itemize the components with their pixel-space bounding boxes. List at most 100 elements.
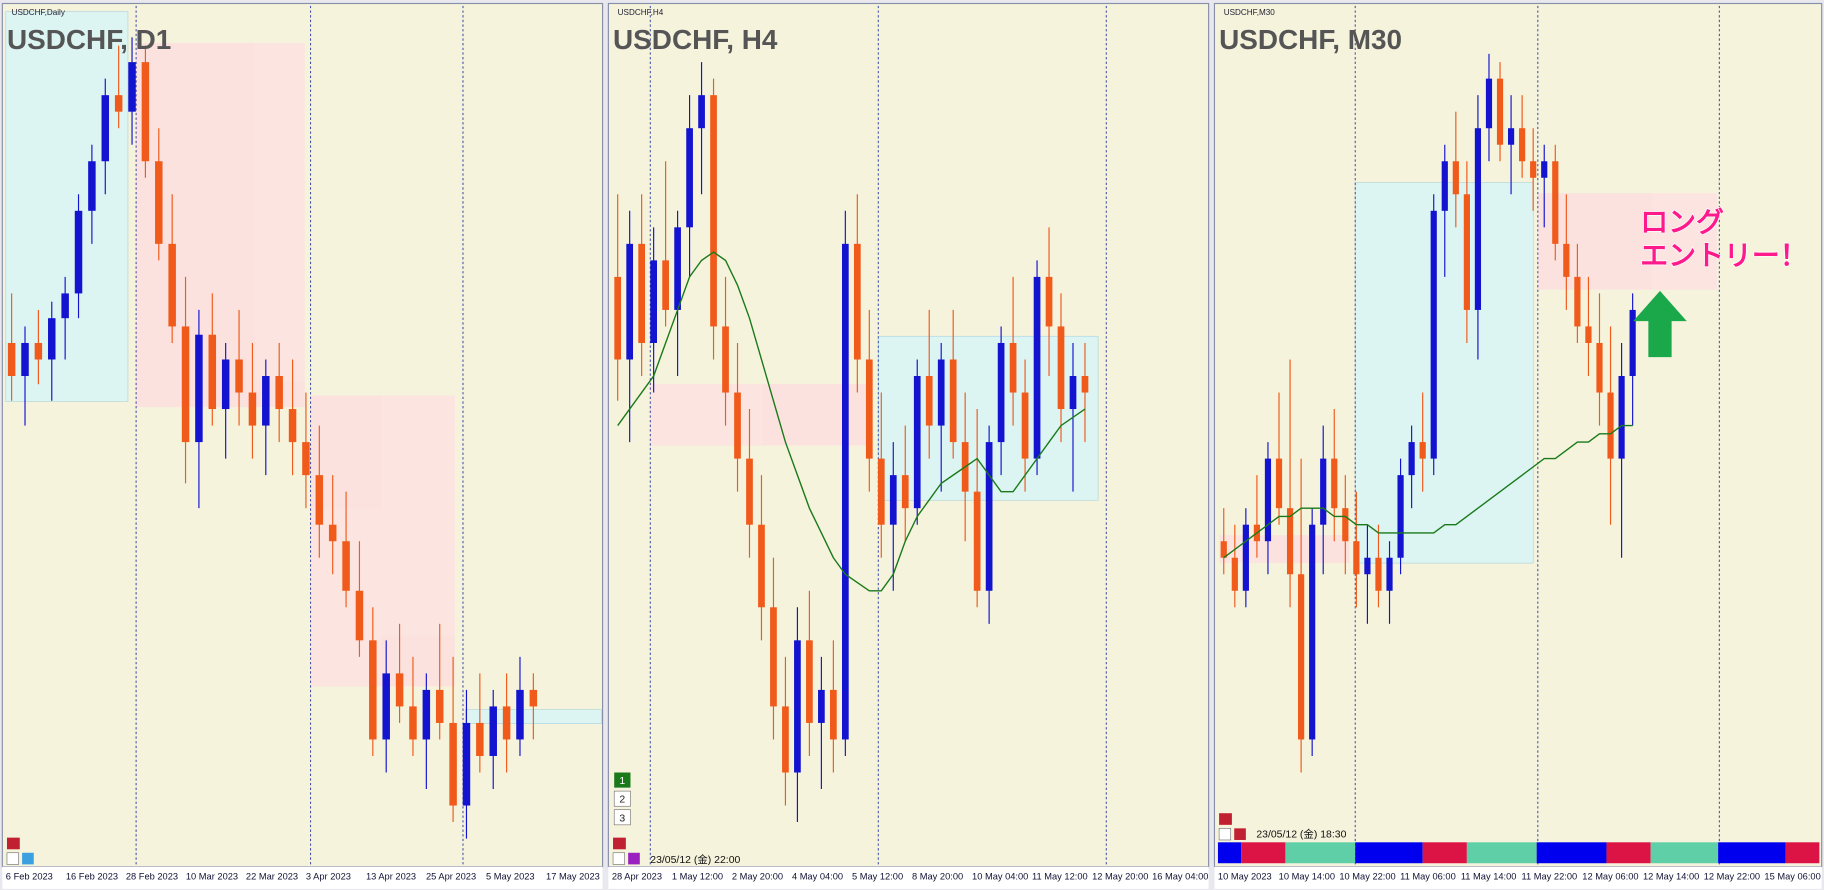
- candle-body: [662, 260, 669, 310]
- strength-strip: [1217, 842, 1820, 864]
- chart-title: USDCHF, H4: [613, 24, 778, 55]
- date-label: 15 May 06:00: [1764, 872, 1820, 882]
- close-button[interactable]: [612, 852, 625, 865]
- candle-body: [818, 689, 825, 723]
- date-label: 12 May 06:00: [1582, 872, 1638, 882]
- date-axis: [2, 866, 603, 889]
- candle-body: [1585, 326, 1592, 343]
- chart-title: USDCHF, M30: [1219, 24, 1402, 55]
- candle-body: [1596, 342, 1603, 393]
- candle-body: [1057, 326, 1065, 410]
- date-label: 10 May 22:00: [1339, 872, 1395, 882]
- candle-body: [155, 161, 163, 244]
- candle-body: [913, 376, 921, 509]
- chart-title: USDCHF, D1: [7, 24, 171, 55]
- candle-body: [1069, 376, 1077, 410]
- candle-body: [48, 318, 56, 360]
- minimize-button[interactable]: [1219, 813, 1232, 825]
- candle-body: [985, 442, 993, 591]
- candle-body: [1496, 78, 1504, 145]
- date-label: 11 May 14:00: [1461, 872, 1517, 882]
- window-title: USDCHF,Daily: [12, 8, 66, 17]
- candle-body: [1629, 309, 1636, 377]
- candle-body: [686, 128, 693, 228]
- button[interactable]: [613, 790, 631, 807]
- candle-body: [248, 392, 257, 426]
- candle-body: [1286, 508, 1294, 575]
- candle-body: [1045, 276, 1053, 327]
- candle-body: [168, 243, 176, 327]
- candle-body: [34, 342, 43, 360]
- candle-body: [61, 293, 69, 319]
- candle-body: [369, 640, 377, 740]
- date-label: 11 May 06:00: [1400, 872, 1456, 882]
- candle-body: [734, 392, 741, 459]
- candle-body: [1441, 161, 1448, 211]
- candle-body: [1021, 392, 1029, 459]
- candle-body: [489, 706, 497, 756]
- button[interactable]: [613, 809, 631, 826]
- date-label: 1 May 12:00: [672, 872, 723, 882]
- candle-body: [830, 689, 837, 740]
- date-label: 28 Apr 2023: [612, 872, 662, 882]
- candle-body: [1298, 574, 1305, 740]
- date-label: 11 May 12:00: [1032, 872, 1088, 882]
- strip-cell: [1606, 842, 1651, 864]
- date-label: 11 May 22:00: [1522, 872, 1578, 882]
- date-label: 10 May 04:00: [972, 872, 1028, 882]
- candle-body: [529, 689, 538, 707]
- button[interactable]: [614, 772, 631, 788]
- candle-body: [1242, 524, 1249, 591]
- candle-body: [1309, 524, 1316, 740]
- candle-body: [1009, 342, 1017, 393]
- candle-body: [221, 359, 230, 410]
- minimize-button[interactable]: [6, 837, 20, 850]
- strip-cell: [1422, 842, 1467, 864]
- candle-body: [128, 62, 136, 112]
- minimize-button[interactable]: [613, 837, 626, 850]
- candle-body: [1320, 458, 1327, 525]
- annotation: ロング: [1640, 207, 1724, 238]
- candle-body: [1397, 475, 1404, 558]
- tool-button[interactable]: [1234, 828, 1246, 840]
- candle-body: [141, 62, 150, 162]
- candle-body: [1342, 508, 1349, 542]
- candle-body: [395, 673, 404, 707]
- candle-body: [1541, 161, 1548, 178]
- candle-body: [1386, 557, 1393, 591]
- candle-body: [1607, 392, 1614, 459]
- tool-button[interactable]: [22, 852, 34, 865]
- window-title: USDCHF,M30: [1224, 8, 1275, 17]
- entry-arrow: [1633, 290, 1687, 358]
- candle-body: [1220, 541, 1227, 558]
- zone: [5, 11, 129, 402]
- candle-body: [758, 524, 765, 608]
- candle-body: [1430, 210, 1437, 459]
- candle-body: [1231, 557, 1238, 591]
- candle-body: [74, 210, 83, 294]
- tool-button[interactable]: [628, 852, 640, 865]
- candle-body: [302, 442, 310, 476]
- candle-body: [925, 376, 933, 426]
- close-button[interactable]: [1218, 828, 1232, 841]
- date-label: 16 Feb 2023: [66, 872, 118, 882]
- date-label: 8 May 20:00: [912, 872, 963, 882]
- candle-body: [841, 243, 849, 740]
- zone: [136, 43, 305, 408]
- date-label: 16 May 04:00: [1152, 872, 1208, 882]
- candle-body: [638, 243, 646, 343]
- button-label: 3: [619, 813, 625, 824]
- candle-body: [1474, 128, 1482, 310]
- candle-body: [1331, 458, 1338, 509]
- candle-body: [288, 409, 297, 443]
- candle-body: [502, 706, 511, 740]
- moving-average: [617, 251, 1086, 592]
- candle-body: [782, 706, 789, 773]
- candle-body: [1033, 276, 1041, 459]
- strip-cell: [1785, 842, 1820, 864]
- candle-body: [1081, 376, 1089, 393]
- zone: [1219, 535, 1350, 564]
- date-label: 28 Feb 2023: [126, 872, 178, 882]
- close-button[interactable]: [6, 852, 19, 865]
- candle-body: [1264, 458, 1272, 542]
